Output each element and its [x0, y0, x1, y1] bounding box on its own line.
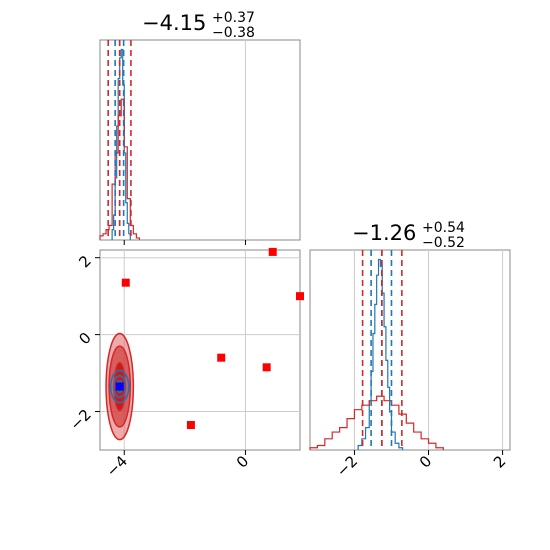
- red-marker: [217, 353, 226, 362]
- hist-param2-title-plus: +0.54: [422, 220, 465, 236]
- hist-param2-x-ticks: −2 0 2: [333, 450, 509, 480]
- 2d-frame: [99, 249, 301, 451]
- panel-2d-param1-param2: −4 0 −2 0 2: [66, 247, 304, 480]
- hist-param2-title-minus: −0.52: [422, 235, 465, 251]
- hist-param2-series: [309, 258, 444, 450]
- red-marker: [186, 421, 195, 429]
- 2d-markers: [115, 247, 304, 429]
- blue-contour-1: [112, 374, 127, 399]
- hist-param1-frame: [99, 39, 301, 241]
- hist-series-0: [357, 258, 404, 450]
- y-tick-label: 0: [75, 329, 94, 348]
- panel-hist-param1: −4.15 +0.37 −0.38: [99, 10, 301, 245]
- hist-param1-quantile-lines: [107, 40, 132, 240]
- x-tick-label: −4: [103, 452, 131, 480]
- x-tick-label: 2: [490, 452, 509, 471]
- y-tick-label: −2: [66, 406, 94, 434]
- red-marker: [296, 292, 304, 301]
- red-marker: [268, 247, 277, 256]
- hist-param1-grid: [123, 40, 246, 245]
- x-tick-label: 0: [416, 452, 435, 471]
- hist-param2-quantile-lines: [361, 250, 403, 450]
- hist-param1-title-minus: −0.38: [212, 25, 255, 41]
- hist-series-1: [309, 395, 444, 450]
- hist-series-0: [111, 48, 131, 240]
- red-marker: [121, 278, 130, 287]
- blue-contour-0: [109, 369, 130, 404]
- blue-marker: [115, 382, 124, 391]
- hist-param1-title-plus: +0.37: [212, 10, 255, 26]
- 2d-y-ticks: −2 0 2: [66, 252, 100, 434]
- panel-hist-param2: −2 0 2 −1.26 +0.54 −0.52: [309, 220, 511, 480]
- 2d-x-ticks: −4 0: [103, 450, 252, 480]
- hist-param1-title-value: −4.15: [142, 11, 206, 35]
- y-tick-label: 2: [75, 252, 94, 271]
- x-tick-label: −2: [333, 452, 361, 480]
- hist-param2-title-value: −1.26: [352, 221, 416, 245]
- x-tick-label: 0: [233, 452, 252, 471]
- hist-param2-frame: [309, 249, 511, 451]
- red-marker: [262, 363, 271, 372]
